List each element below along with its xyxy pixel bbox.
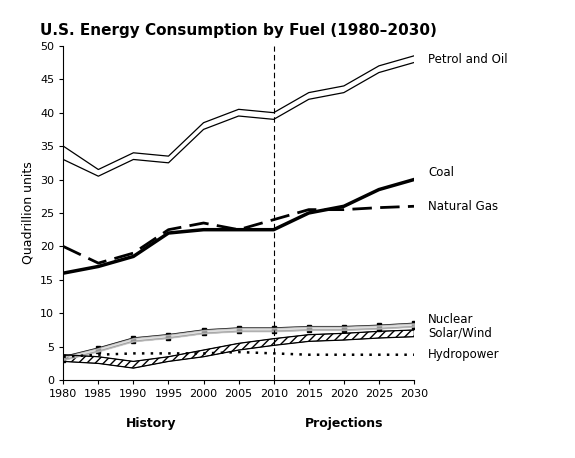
Text: Natural Gas: Natural Gas <box>428 200 498 213</box>
Y-axis label: Quadrillion units: Quadrillion units <box>21 162 34 264</box>
Title: U.S. Energy Consumption by Fuel (1980–2030): U.S. Energy Consumption by Fuel (1980–20… <box>40 23 437 38</box>
Text: Solar/Wind: Solar/Wind <box>428 327 492 340</box>
Text: Petrol and Oil: Petrol and Oil <box>428 53 508 65</box>
Text: Hydropower: Hydropower <box>428 348 500 361</box>
Text: Nuclear: Nuclear <box>428 313 474 327</box>
Text: History: History <box>126 417 176 430</box>
Text: Coal: Coal <box>428 166 454 180</box>
Text: Projections: Projections <box>305 417 383 430</box>
